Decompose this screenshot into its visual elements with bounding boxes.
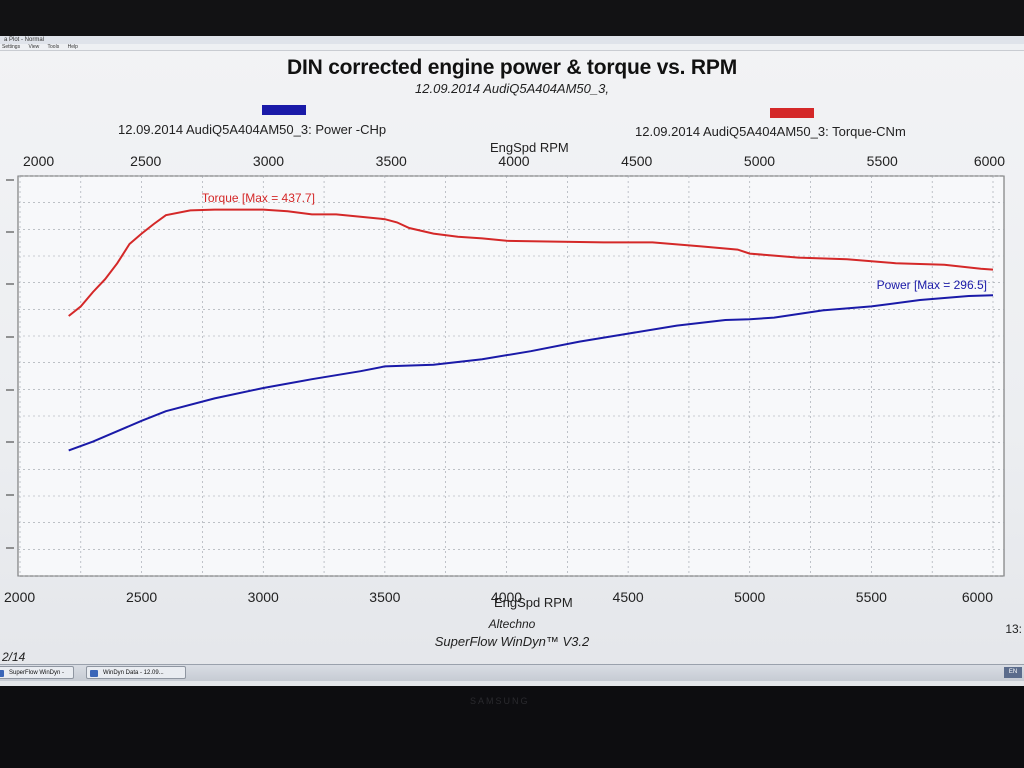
app-icon bbox=[90, 670, 98, 677]
menu-bar: Settings View Tools Help bbox=[0, 44, 1024, 51]
x-axis-title-bottom: EngSpd RPM bbox=[494, 595, 573, 610]
x-tick-label-top: 3500 bbox=[376, 153, 407, 169]
x-tick-label-bottom: 5500 bbox=[856, 589, 887, 605]
taskbar-item-label: SuperFlow WinDyn - [Mu bbox=[9, 670, 65, 676]
torque-max-annotation: Torque [Max = 437.7] bbox=[202, 191, 315, 205]
x-tick-label-bottom: 4500 bbox=[613, 589, 644, 605]
x-tick-label-bottom: 3500 bbox=[369, 589, 400, 605]
torque-legend-swatch bbox=[770, 108, 814, 118]
date-fragment: 2/14 bbox=[2, 650, 26, 664]
time-fragment: 13: bbox=[1005, 622, 1022, 636]
x-tick-label-top: 3000 bbox=[253, 153, 284, 169]
dyno-chart: 2000 2000 2500 2500 3000 3000 3500 3500 4000 4000… bbox=[4, 153, 1005, 605]
x-axis-title-top: EngSpd RPM bbox=[490, 140, 569, 155]
x-tick-label-top: 2000 bbox=[23, 153, 54, 169]
window-titlebar: a Plot - Normal bbox=[0, 36, 1024, 44]
x-tick-label-bottom: 6000 bbox=[962, 589, 993, 605]
x-tick-label-bottom: 3000 bbox=[248, 589, 279, 605]
chart-title: DIN corrected engine power & torque vs. … bbox=[287, 56, 737, 79]
torque-curve bbox=[68, 208, 994, 317]
torque-legend-label: 12.09.2014 AudiQ5A404AM50_3: Torque-CNm bbox=[635, 124, 906, 139]
menu-item-help[interactable]: Help bbox=[67, 44, 78, 50]
power-curve bbox=[68, 294, 994, 452]
menu-item-view[interactable]: View bbox=[28, 44, 40, 50]
taskbar-item-label: WinDyn Data - 12.09... bbox=[103, 670, 164, 676]
x-tick-label-top: 4000 bbox=[498, 153, 529, 169]
footer-shop-name: Altechno bbox=[488, 617, 536, 631]
x-tick-label-bottom: 5000 bbox=[734, 589, 765, 605]
screen: a Plot - Normal Settings View Tools Help… bbox=[0, 36, 1024, 686]
x-tick-label-top: 5500 bbox=[867, 153, 898, 169]
taskbar-item-windyn-data[interactable]: WinDyn Data - 12.09... bbox=[86, 666, 186, 679]
x-tick-label-top: 5000 bbox=[744, 153, 775, 169]
power-max-annotation: Power [Max = 296.5] bbox=[877, 278, 987, 292]
menu-item-settings[interactable]: Settings bbox=[2, 44, 21, 50]
x-tick-label-top: 2500 bbox=[130, 153, 161, 169]
monitor-brand-logo: SAMSUNG bbox=[470, 696, 530, 706]
tray-language-indicator[interactable]: EN bbox=[1004, 667, 1022, 678]
window-title: a Plot - Normal bbox=[4, 37, 45, 43]
x-tick-label-top: 4500 bbox=[621, 153, 652, 169]
monitor-bezel-top bbox=[0, 0, 1024, 38]
taskbar: SuperFlow WinDyn - [Mu WinDyn Data - 12.… bbox=[0, 664, 1024, 681]
power-legend-swatch bbox=[262, 105, 306, 115]
taskbar-item-superflow[interactable]: SuperFlow WinDyn - [Mu bbox=[0, 666, 74, 679]
menu-item-tools[interactable]: Tools bbox=[47, 44, 60, 50]
footer-software-name: SuperFlow WinDyn™ V3.2 bbox=[434, 634, 590, 649]
x-tick-label-top: 6000 bbox=[974, 153, 1005, 169]
power-legend-label: 12.09.2014 AudiQ5A404AM50_3: Power -CHp bbox=[118, 122, 387, 137]
x-tick-label-bottom: 2000 bbox=[4, 589, 35, 605]
monitor-bezel-bottom: SAMSUNG bbox=[0, 686, 1024, 768]
plot-area bbox=[17, 175, 1005, 577]
app-icon bbox=[0, 670, 4, 677]
x-tick-label-bottom: 4000 bbox=[491, 589, 522, 605]
chart-subtitle: 12.09.2014 AudiQ5A404AM50_3, bbox=[415, 81, 609, 96]
x-tick-label-bottom: 2500 bbox=[126, 589, 157, 605]
